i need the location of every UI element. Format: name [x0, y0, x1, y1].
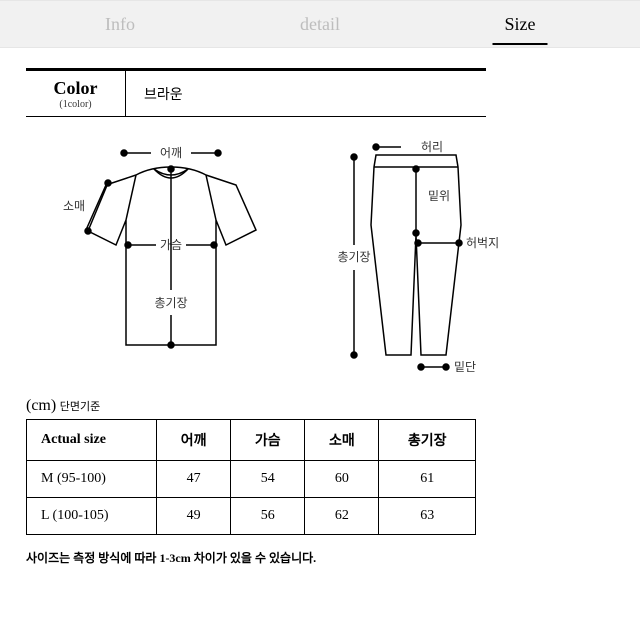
th-name: Actual size — [27, 420, 157, 461]
color-section: Color (1color) 브라운 — [26, 68, 486, 117]
td-c3: 62 — [305, 498, 379, 535]
tab-bar: Info detail Size — [0, 0, 640, 48]
td-c2: 54 — [231, 461, 305, 498]
table-row: M (95-100) 47 54 60 61 — [27, 461, 476, 498]
unit-basis: 단면기준 — [60, 401, 100, 413]
th-c3: 소매 — [305, 420, 379, 461]
td-c4: 63 — [379, 498, 476, 535]
label-sleeve: 소매 — [63, 199, 85, 213]
label-hem: 밑단 — [454, 360, 476, 374]
th-c4: 총기장 — [379, 420, 476, 461]
tab-info[interactable]: Info — [20, 8, 220, 41]
table-header-row: Actual size 어깨 가슴 소매 총기장 — [27, 420, 476, 461]
label-pants-length: 총기장 — [337, 250, 370, 264]
size-diagrams: 어깨 소매 가슴 총기장 — [26, 135, 614, 385]
color-value: 브라운 — [126, 71, 486, 116]
th-c1: 어깨 — [157, 420, 231, 461]
unit-line: (cm) 단면기준 — [26, 397, 614, 415]
label-rise: 밑위 — [428, 189, 450, 203]
tab-detail[interactable]: detail — [220, 8, 420, 41]
color-label: Color — [36, 79, 115, 97]
td-c1: 47 — [157, 461, 231, 498]
tab-size[interactable]: Size — [420, 8, 620, 41]
td-name: L (100-105) — [27, 498, 157, 535]
label-thigh: 허벅지 — [466, 236, 499, 250]
td-name: M (95-100) — [27, 461, 157, 498]
label-shirt-length: 총기장 — [154, 296, 187, 310]
label-shoulder: 어깨 — [160, 146, 182, 160]
color-label-cell: Color (1color) — [26, 71, 126, 116]
content: Color (1color) 브라운 — [0, 48, 640, 566]
th-c2: 가슴 — [231, 420, 305, 461]
pants-diagram: 허리 밑위 허벅지 총기장 — [316, 135, 506, 385]
measurement-note: 사이즈는 측정 방식에 따라 1-3cm 차이가 있을 수 있습니다. — [26, 549, 614, 566]
td-c4: 61 — [379, 461, 476, 498]
label-waist: 허리 — [421, 140, 443, 154]
td-c1: 49 — [157, 498, 231, 535]
table-row: L (100-105) 49 56 62 63 — [27, 498, 476, 535]
unit-cm: (cm) — [26, 397, 56, 414]
shirt-diagram: 어깨 소매 가슴 총기장 — [56, 135, 286, 365]
td-c3: 60 — [305, 461, 379, 498]
color-sub: (1color) — [36, 99, 115, 110]
size-table: Actual size 어깨 가슴 소매 총기장 M (95-100) 47 5… — [26, 419, 476, 535]
td-c2: 56 — [231, 498, 305, 535]
